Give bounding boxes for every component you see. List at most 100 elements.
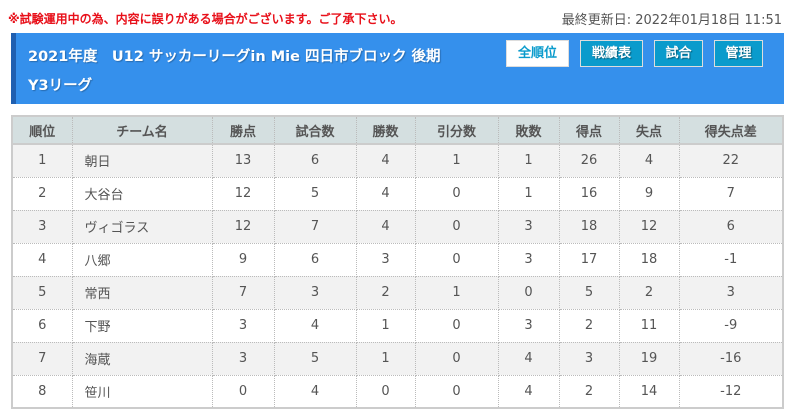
table-cell: 9 bbox=[212, 243, 275, 277]
table-cell: 1 bbox=[356, 309, 416, 343]
table-row: 4 八郷 9 6 3 0 3 17 18 -1 bbox=[12, 243, 784, 277]
table-cell: 6 bbox=[274, 243, 357, 277]
table-cell: 0 bbox=[356, 375, 416, 409]
table-row: 7 海蔵 3 5 1 0 4 3 19 -16 bbox=[12, 342, 784, 376]
table-row: 8 笹川 0 4 0 0 4 2 14 -12 bbox=[12, 375, 784, 409]
table-cell: 4 bbox=[498, 342, 560, 376]
results-table-button[interactable]: 戦績表 bbox=[580, 40, 643, 67]
table-cell: 0 bbox=[498, 276, 560, 310]
table-cell: 0 bbox=[415, 177, 499, 211]
table-cell: 4 bbox=[619, 144, 680, 178]
team-name: 大谷台 bbox=[72, 177, 213, 211]
column-header: チーム名 bbox=[72, 116, 213, 145]
table-row: 5 常西 7 3 2 1 0 5 2 3 bbox=[12, 276, 784, 310]
table-cell: 1 bbox=[498, 144, 560, 178]
table-cell: 4 bbox=[498, 375, 560, 409]
column-header: 引分数 bbox=[415, 116, 499, 145]
table-cell: 0 bbox=[212, 375, 275, 409]
table-row: 1 朝日 13 6 4 1 1 26 4 22 bbox=[12, 144, 784, 178]
table-cell: 18 bbox=[619, 243, 680, 277]
admin-button[interactable]: 管理 bbox=[714, 40, 763, 67]
table-cell: 3 bbox=[679, 276, 784, 310]
standings-table: 順位 チーム名 勝点 試合数 勝数 引分数 敗数 得点 失点 得失点差 1 朝日 13 6 4 1 1 26 4 2… bbox=[11, 115, 784, 409]
table-cell: 7 bbox=[274, 210, 357, 244]
table-cell: 2 bbox=[559, 375, 620, 409]
table-cell: 5 bbox=[12, 276, 73, 310]
table-cell: -1 bbox=[679, 243, 784, 277]
table-row: 3 ヴィゴラス 12 7 4 0 3 18 12 6 bbox=[12, 210, 784, 244]
table-cell: 3 bbox=[274, 276, 357, 310]
title-line-1: 2021年度 U12 サッカーリーグin Mie 四日市ブロック 後期 bbox=[28, 49, 441, 65]
table-cell: 1 bbox=[12, 144, 73, 178]
table-cell: 4 bbox=[274, 375, 357, 409]
column-header: 得失点差 bbox=[679, 116, 784, 145]
table-cell: 2 bbox=[559, 309, 620, 343]
table-cell: 8 bbox=[12, 375, 73, 409]
team-name: 下野 bbox=[72, 309, 213, 343]
table-cell: 7 bbox=[212, 276, 275, 310]
table-cell: 6 bbox=[679, 210, 784, 244]
column-header: 敗数 bbox=[498, 116, 560, 145]
table-cell: -9 bbox=[679, 309, 784, 343]
table-cell: 3 bbox=[212, 342, 275, 376]
column-header: 試合数 bbox=[274, 116, 357, 145]
table-cell: 6 bbox=[12, 309, 73, 343]
team-name: 常西 bbox=[72, 276, 213, 310]
table-cell: 4 bbox=[12, 243, 73, 277]
team-name: ヴィゴラス bbox=[72, 210, 213, 244]
table-cell: 11 bbox=[619, 309, 680, 343]
team-name: 海蔵 bbox=[72, 342, 213, 376]
table-cell: 7 bbox=[679, 177, 784, 211]
table-cell: 0 bbox=[415, 210, 499, 244]
table-cell: 2 bbox=[12, 177, 73, 211]
all-standings-button[interactable]: 全順位 bbox=[506, 40, 569, 67]
table-cell: 5 bbox=[274, 342, 357, 376]
team-name: 朝日 bbox=[72, 144, 213, 178]
matches-button[interactable]: 試合 bbox=[654, 40, 703, 67]
table-cell: 4 bbox=[356, 210, 416, 244]
table-cell: 16 bbox=[559, 177, 620, 211]
title-line-2: Y3リーグ bbox=[28, 78, 93, 94]
table-cell: 3 bbox=[498, 243, 560, 277]
table-cell: 22 bbox=[679, 144, 784, 178]
table-cell: 14 bbox=[619, 375, 680, 409]
table-cell: 4 bbox=[274, 309, 357, 343]
table-cell: 12 bbox=[212, 177, 275, 211]
table-cell: 19 bbox=[619, 342, 680, 376]
table-cell: 4 bbox=[356, 144, 416, 178]
table-cell: 5 bbox=[274, 177, 357, 211]
team-name: 笹川 bbox=[72, 375, 213, 409]
table-row: 6 下野 3 4 1 0 3 2 11 -9 bbox=[12, 309, 784, 343]
column-header: 失点 bbox=[619, 116, 680, 145]
table-cell: 0 bbox=[415, 375, 499, 409]
table-cell: 3 bbox=[356, 243, 416, 277]
disclaimer-notice: ※試験運用中の為、内容に誤りがある場合がございます。ご了承下さい。 bbox=[8, 12, 403, 26]
table-cell: 17 bbox=[559, 243, 620, 277]
table-cell: 6 bbox=[274, 144, 357, 178]
table-cell: 1 bbox=[356, 342, 416, 376]
table-cell: -12 bbox=[679, 375, 784, 409]
table-cell: 3 bbox=[212, 309, 275, 343]
table-cell: 26 bbox=[559, 144, 620, 178]
team-name: 八郷 bbox=[72, 243, 213, 277]
table-cell: 4 bbox=[356, 177, 416, 211]
table-cell: -16 bbox=[679, 342, 784, 376]
table-row: 2 大谷台 12 5 4 0 1 16 9 7 bbox=[12, 177, 784, 211]
table-cell: 12 bbox=[619, 210, 680, 244]
table-cell: 0 bbox=[415, 243, 499, 277]
table-cell: 3 bbox=[12, 210, 73, 244]
table-header-row: 順位 チーム名 勝点 試合数 勝数 引分数 敗数 得点 失点 得失点差 bbox=[12, 116, 784, 145]
table-cell: 0 bbox=[415, 309, 499, 343]
table-cell: 1 bbox=[498, 177, 560, 211]
column-header: 得点 bbox=[559, 116, 620, 145]
column-header: 勝数 bbox=[356, 116, 416, 145]
table-cell: 7 bbox=[12, 342, 73, 376]
table-cell: 5 bbox=[559, 276, 620, 310]
table-cell: 3 bbox=[498, 309, 560, 343]
table-cell: 0 bbox=[415, 342, 499, 376]
table-cell: 2 bbox=[619, 276, 680, 310]
table-cell: 18 bbox=[559, 210, 620, 244]
table-cell: 1 bbox=[415, 144, 499, 178]
table-cell: 9 bbox=[619, 177, 680, 211]
column-header: 勝点 bbox=[212, 116, 275, 145]
